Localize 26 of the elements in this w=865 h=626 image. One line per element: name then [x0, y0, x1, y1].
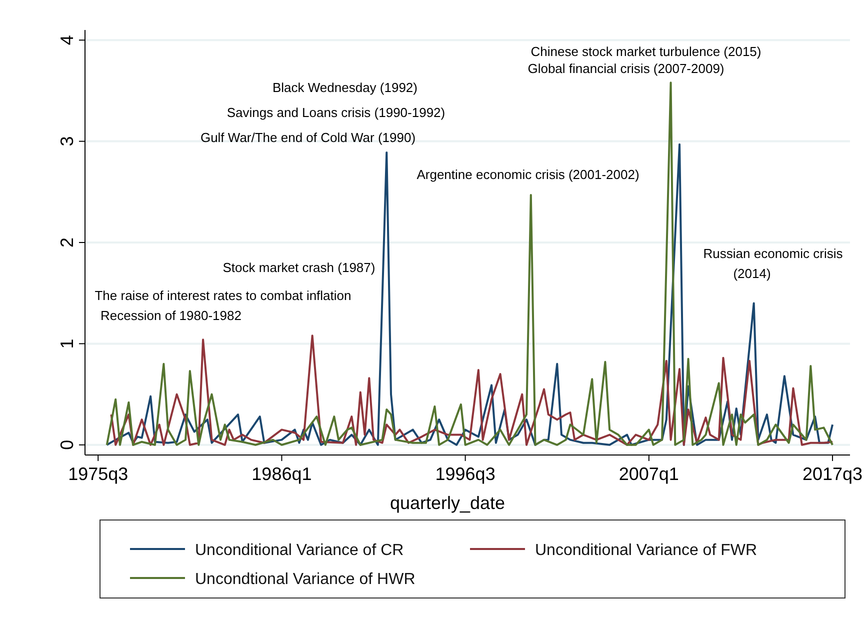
x-tick-label: 2007q1: [618, 464, 679, 484]
legend-label: Unconditional Variance of CR: [195, 542, 404, 559]
x-tick-label: 1996q3: [435, 464, 496, 484]
annotation: The raise of interest rates to combat inflation: [94, 288, 352, 303]
x-tick-label: 1986q1: [252, 464, 312, 484]
annotation: Russian economic crisis: [703, 246, 844, 261]
legend-label: Uncondtional Variance of HWR: [195, 571, 416, 588]
x-tick-label: 1975q3: [68, 464, 128, 484]
annotation: Savings and Loans crisis (1990-1992): [226, 105, 446, 120]
x-tick-label: 2017q3: [802, 464, 863, 484]
annotation: Global financial crisis (2007-2009): [528, 61, 724, 76]
annotation: Gulf War/The end of Cold War (1990): [200, 130, 416, 145]
annotation: Recession of 1980-1982: [100, 308, 242, 323]
annotation: (2014): [733, 266, 771, 281]
annotation: Chinese stock market turbulence (2015): [530, 44, 762, 59]
annotation: Stock market crash (1987): [222, 260, 376, 275]
annotation: Argentine economic crisis (2001-2002): [416, 167, 640, 182]
y-tick-label: 0: [57, 440, 77, 450]
x-axis-title: quarterly_date: [390, 493, 506, 513]
legend-label: Unconditional Variance of FWR: [535, 542, 758, 559]
line-series: [110, 334, 834, 446]
annotation: Black Wednesday (1992): [272, 80, 418, 95]
y-tick-label: 2: [57, 237, 77, 248]
y-tick-label: 4: [57, 35, 77, 46]
y-tick-label: 1: [57, 338, 77, 349]
y-tick-label: 3: [57, 136, 77, 146]
